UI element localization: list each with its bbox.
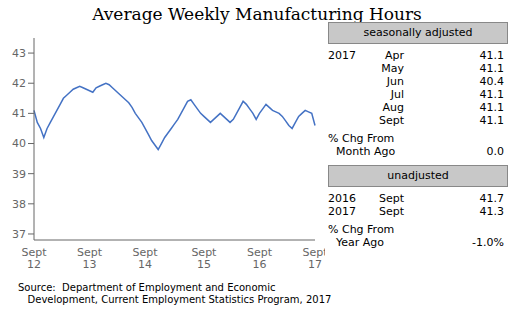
html-text:41.3: 41.3 — [479, 205, 504, 218]
html-text:2017: 2017 — [328, 205, 356, 218]
html-text:Apr: Apr — [385, 49, 404, 62]
svg-text:Sept17: Sept17 — [302, 246, 325, 272]
svg-text:38: 38 — [12, 198, 26, 211]
html-text:41.1: 41.1 — [479, 88, 504, 101]
html-text:41.1: 41.1 — [479, 62, 504, 75]
svg-text:Sept16: Sept16 — [247, 246, 273, 272]
svg-text:Sept12: Sept12 — [21, 246, 47, 272]
html-text:Sept: Sept — [379, 114, 404, 127]
html-text:2016: 2016 — [328, 192, 356, 205]
html-text:Average Weekly Manufacturing H: Average Weekly Manufacturing Hours — [92, 4, 422, 24]
svg-text:Sept13: Sept13 — [77, 246, 103, 272]
html-text:41.7: 41.7 — [479, 192, 504, 205]
html-text:unadjusted: unadjusted — [387, 169, 449, 182]
svg-text:39: 39 — [12, 168, 26, 181]
html-text:Aug: Aug — [382, 101, 404, 114]
html-text:-1.0%: -1.0% — [472, 236, 504, 249]
html-text:41.1: 41.1 — [479, 114, 504, 127]
html-text:Month Ago: Month Ago — [336, 145, 396, 158]
html-text:41.1: 41.1 — [479, 49, 504, 62]
html-text:May: May — [381, 62, 404, 75]
html-text:0.0: 0.0 — [486, 145, 504, 158]
html-text:Source: Department of Employme: Source: Department of Employment and Eco… — [18, 282, 276, 293]
html-text:% Chg From: % Chg From — [328, 223, 395, 236]
html-text:Jul: Jul — [390, 88, 404, 101]
html-text:Development, Current Employmen: Development, Current Employment Statisti… — [18, 294, 332, 305]
svg-text:37: 37 — [12, 228, 26, 241]
svg-text:Sept14: Sept14 — [133, 246, 159, 272]
html-text:Sept: Sept — [379, 205, 404, 218]
html-text:seasonally adjusted: seasonally adjusted — [363, 26, 473, 39]
html-text:Year Ago: Year Ago — [336, 236, 384, 249]
svg-text:42: 42 — [12, 77, 26, 90]
html-text:41.1: 41.1 — [479, 101, 504, 114]
html-text:% Chg From: % Chg From — [328, 132, 395, 145]
svg-text:41: 41 — [12, 107, 26, 120]
html-text:40.4: 40.4 — [479, 75, 504, 88]
html-text:Jun: Jun — [386, 75, 404, 88]
svg-text:Sept15: Sept15 — [191, 246, 217, 272]
html-text:Sept: Sept — [379, 192, 404, 205]
svg-text:43: 43 — [12, 47, 26, 60]
svg-text:40: 40 — [12, 137, 26, 150]
html-text:2017: 2017 — [328, 49, 356, 62]
